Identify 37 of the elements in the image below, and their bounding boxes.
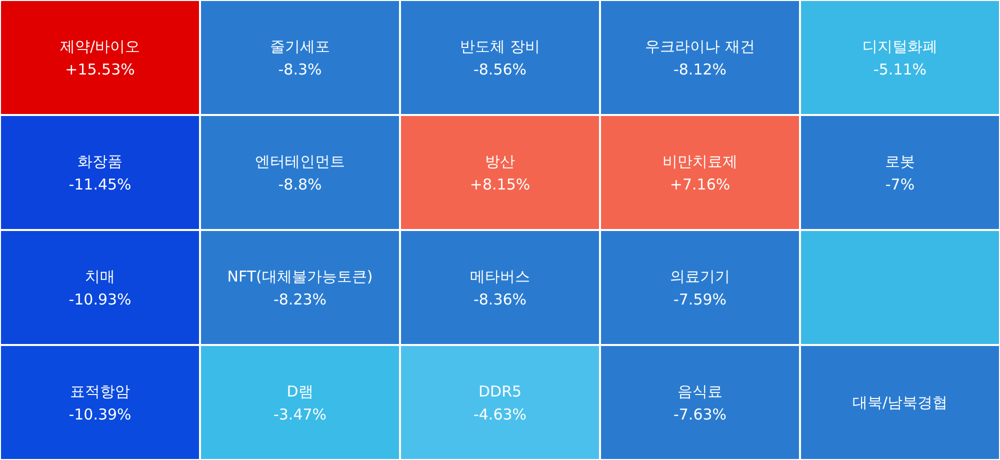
category-label: 치매 (85, 268, 115, 286)
data-label: -8.56% (473, 60, 527, 78)
category-label: 음식료 (678, 382, 722, 400)
data-label: -10.39% (68, 406, 132, 424)
data-label: -3.47% (273, 406, 327, 424)
category-label: 방산 (485, 152, 515, 170)
data-label: -4.63% (473, 406, 527, 424)
data-label: -7% (885, 176, 915, 194)
category-label: 대북/남북경협 (852, 394, 948, 412)
category-label: 우크라이나 재건 (645, 38, 755, 56)
category-label: 의료기기 (670, 268, 730, 286)
category-label: 표적항암 (70, 382, 130, 400)
category-label: 줄기세포 (270, 38, 330, 56)
data-label: +7.16% (670, 176, 730, 194)
data-label: -8.3% (278, 60, 322, 78)
data-label: -8.36% (473, 290, 527, 308)
data-label: -7.59% (673, 290, 727, 308)
category-label: 메타버스 (470, 268, 530, 286)
category-label: 제약/바이오 (60, 38, 140, 56)
category-label: 로봇 (885, 152, 915, 170)
data-label: -8.8% (278, 176, 322, 194)
data-label: -11.45% (68, 176, 132, 194)
data-label: +8.15% (470, 176, 530, 194)
category-label: 디지털화폐 (862, 38, 938, 56)
category-label: 반도체 장비 (460, 38, 540, 56)
data-label: -10.93% (68, 290, 132, 308)
data-label: -8.23% (273, 290, 327, 308)
category-label: D램 (286, 382, 314, 400)
category-label: 엔터테인먼트 (255, 152, 345, 170)
category-label: 비만치료제 (662, 152, 738, 170)
category-label: 화장품 (78, 152, 122, 170)
data-label: +15.53% (65, 60, 135, 78)
data-label: -5.11% (873, 60, 927, 78)
category-label: DDR5 (478, 382, 522, 400)
data-label: -7.63% (673, 406, 727, 424)
data-label: -8.12% (673, 60, 727, 78)
category-label: NFT(대체불가능토큰) (227, 268, 373, 286)
